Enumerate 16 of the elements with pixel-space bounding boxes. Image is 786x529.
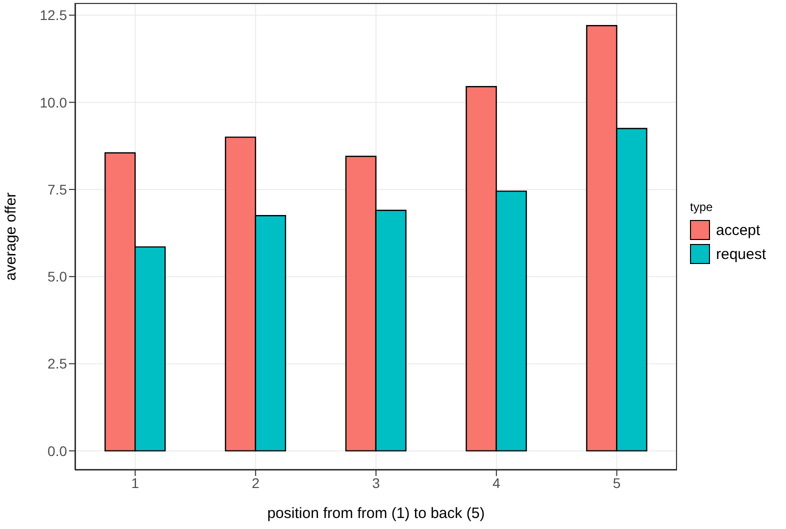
y-tick-label: 7.5 bbox=[48, 181, 68, 198]
legend-label: request bbox=[716, 246, 766, 262]
y-tick-label: 5.0 bbox=[48, 268, 68, 285]
x-tick-label: 2 bbox=[252, 474, 260, 491]
y-tick-label: 2.5 bbox=[48, 356, 68, 372]
x-axis-title: position from from (1) to back (5) bbox=[267, 505, 485, 522]
x-tick-label: 3 bbox=[372, 474, 380, 491]
x-tick-label: 5 bbox=[612, 474, 621, 491]
y-tick-label: 10.0 bbox=[40, 94, 68, 110]
y-tick-label: 0.0 bbox=[48, 442, 68, 459]
legend-label: accept bbox=[716, 222, 760, 238]
x-tick-label: 4 bbox=[492, 474, 500, 491]
y-axis-title: average offer bbox=[2, 192, 20, 281]
x-tick-label: 1 bbox=[131, 474, 140, 491]
legend-title: type bbox=[690, 200, 714, 214]
y-tick-label: 12.5 bbox=[40, 7, 68, 24]
